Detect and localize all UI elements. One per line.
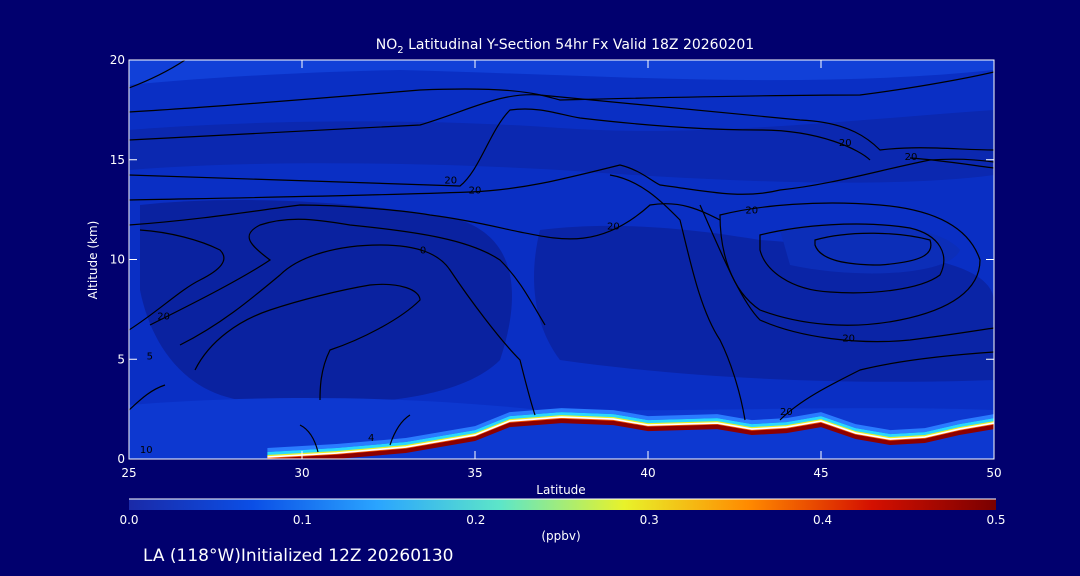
contour-label: 20 <box>745 206 758 217</box>
colorbar-ticks: 0.0 0.1 0.2 0.3 0.4 0.5 <box>119 513 1005 527</box>
right-core-region <box>780 222 960 274</box>
y-tick-label: 0 <box>117 452 125 466</box>
colorbar: 0.0 0.1 0.2 0.3 0.4 0.5 (ppbv) <box>119 498 1006 543</box>
contour-label: 20 <box>469 186 482 197</box>
contour-label: 0 <box>420 246 426 257</box>
y-tick-label: 20 <box>110 53 125 67</box>
y-tick-label: 10 <box>110 253 125 267</box>
y-tick-label: 15 <box>110 153 125 167</box>
colorbar-tick-label: 0.5 <box>986 513 1005 527</box>
colorbar-tick-label: 0.4 <box>813 513 832 527</box>
y-tick-label: 5 <box>117 352 125 366</box>
contour-line-mid-4 <box>194 283 421 401</box>
contour-label: 20 <box>905 152 918 163</box>
contour-label: 20 <box>444 176 457 187</box>
contour-line-upper-1 <box>129 71 994 113</box>
y-axis: 0 5 10 15 20 <box>110 53 994 466</box>
contour-line-mid-5 <box>129 229 225 331</box>
contour-line-mid-2 <box>149 218 546 326</box>
x-axis: 25 30 35 40 45 50 <box>121 60 1002 480</box>
contour-label: 10 <box>140 445 153 456</box>
contour-label: 20 <box>842 333 855 344</box>
x-tick-label: 40 <box>640 466 655 480</box>
contour-line-right-7 <box>909 157 994 169</box>
colorbar-tick-label: 0.0 <box>119 513 138 527</box>
contour-line-lower-left <box>129 384 166 411</box>
terrain-mask <box>267 423 994 459</box>
contour-line-mid-3 <box>179 244 536 416</box>
contour-line-right-6 <box>779 351 994 421</box>
x-tick-label: 25 <box>121 466 136 480</box>
contour-line-top-left <box>129 60 186 89</box>
terrain-outline <box>267 416 994 458</box>
contour-line-right-4 <box>699 204 994 343</box>
colorbar-tick-label: 0.3 <box>640 513 659 527</box>
contour-line-right-5 <box>609 174 746 421</box>
contour-label: 4 <box>368 433 374 444</box>
surface-concentration-layers <box>267 408 994 459</box>
x-tick-label: 45 <box>813 466 828 480</box>
contour-line-upper-2 <box>129 94 994 151</box>
contour-line-mid-1 <box>129 203 721 240</box>
x-tick-label: 35 <box>467 466 482 480</box>
contour-line-right-1 <box>719 202 981 326</box>
mid-left-dark-region <box>140 200 512 404</box>
upper-band-lighter <box>129 60 994 85</box>
colorbar-tick-label: 0.2 <box>466 513 485 527</box>
x-tick-label: 50 <box>986 466 1001 480</box>
contour-label: 20 <box>157 311 170 322</box>
contour-label: 20 <box>839 138 852 149</box>
contour-label: 20 <box>607 222 620 233</box>
plot-area <box>129 60 994 459</box>
x-tick-label: 30 <box>294 466 309 480</box>
chart-title: NO2 Latitudinal Y-Section 54hr Fx Valid … <box>376 37 754 56</box>
contour-line-right-2 <box>759 223 945 294</box>
y-axis-label: Altitude (km) <box>86 221 100 300</box>
contour-labels: 20 20 20 0 20 5 20 20 20 20 20 4 10 <box>140 138 917 456</box>
x-axis-label: Latitude <box>536 483 585 497</box>
footer-initialization-label: LA (118°W)Initialized 12Z 20260130 <box>143 546 453 566</box>
colorbar-tick-label: 0.1 <box>293 513 312 527</box>
concentration-band-low <box>267 408 994 453</box>
contour-line-near-surface-1 <box>299 424 319 453</box>
contour-line-tropopause-2 <box>129 158 994 201</box>
colorbar-gradient <box>129 499 996 510</box>
contour-label: 20 <box>780 407 793 418</box>
colorbar-unit-label: (ppbv) <box>541 529 580 543</box>
stratosphere-darker-band <box>129 110 994 183</box>
contour-line-right-3 <box>814 232 932 266</box>
contour-line-near-surface-2 <box>389 414 411 446</box>
contour-label: 5 <box>147 351 153 362</box>
